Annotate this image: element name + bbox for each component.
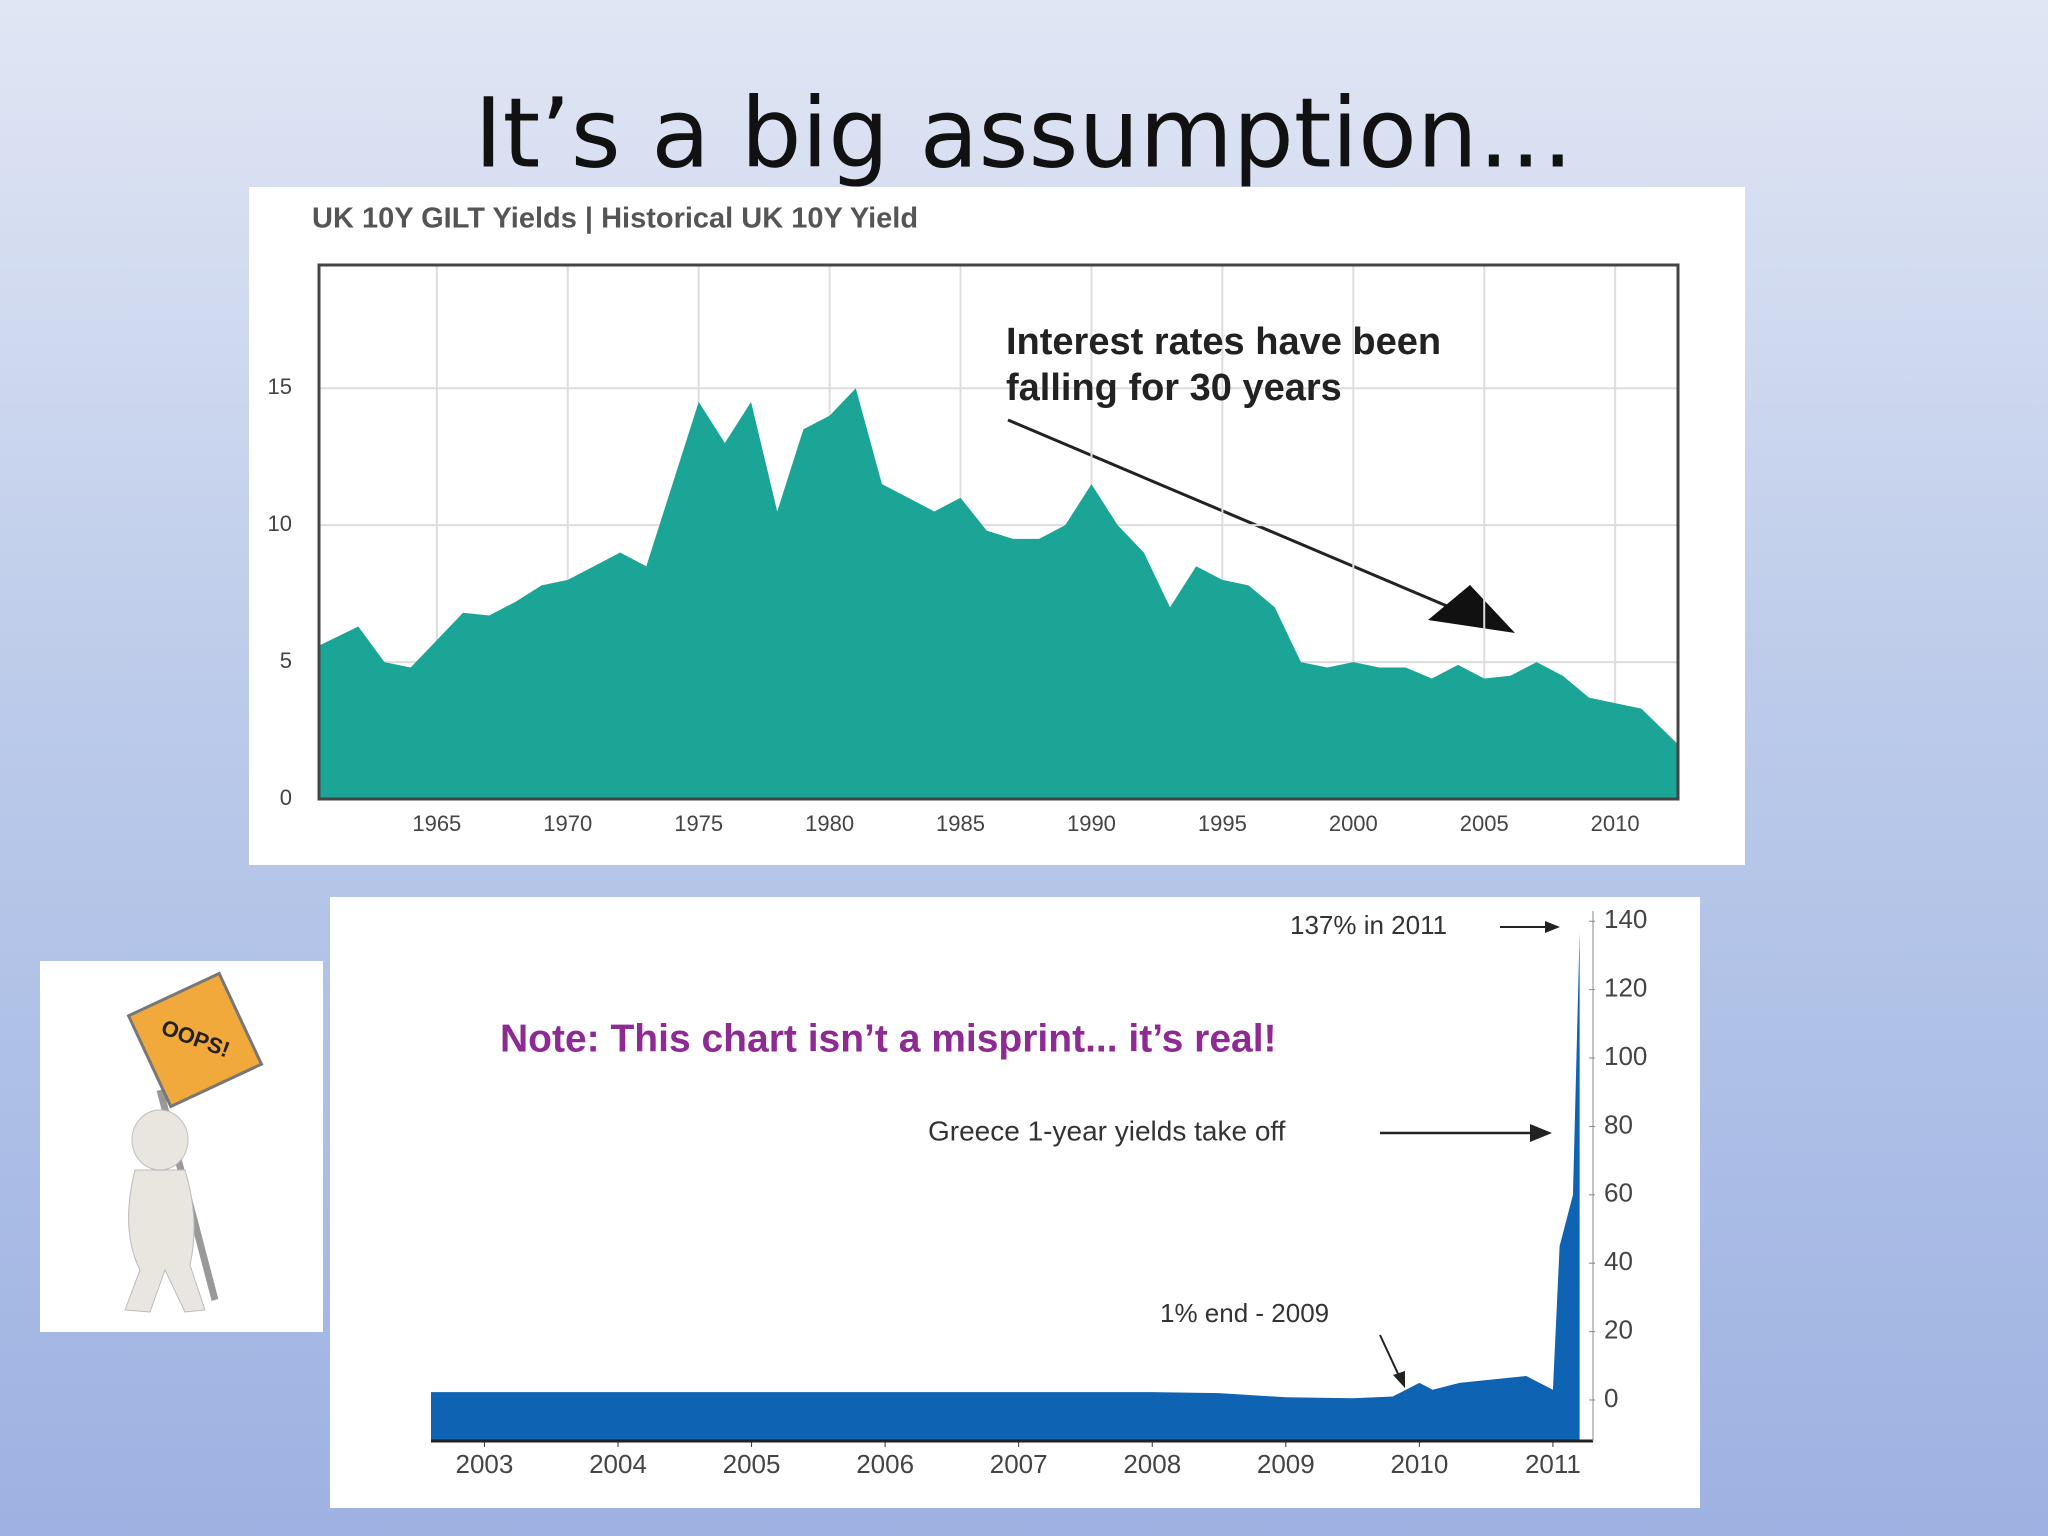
y-tick-label: 15 — [268, 374, 292, 399]
y-tick-label: 10 — [268, 511, 292, 536]
area — [319, 388, 1678, 799]
annotation-arrow — [1007, 418, 1481, 622]
x-tick-label: 1995 — [1198, 811, 1247, 836]
y-tick-label: 40 — [1604, 1246, 1633, 1276]
x-tick-label: 2007 — [990, 1449, 1048, 1479]
x-tick-label: 2005 — [723, 1449, 781, 1479]
x-tick-label: 2009 — [1257, 1449, 1315, 1479]
arrow-head — [1393, 1371, 1405, 1388]
x-tick-label: 2010 — [1591, 811, 1640, 836]
arrow-head — [1545, 921, 1560, 933]
x-tick-label: 2011 — [1525, 1449, 1581, 1479]
annotation: 137% in 2011 — [1290, 910, 1447, 940]
annotation-arrow — [1379, 1334, 1401, 1379]
x-tick-label: 2004 — [589, 1449, 647, 1479]
sign-board — [126, 971, 264, 1109]
x-tick-label: 1965 — [412, 811, 461, 836]
x-tick-label: 2008 — [1123, 1449, 1181, 1479]
figure-head — [131, 1109, 189, 1171]
slide-title: It’s a big assumption… — [474, 77, 1573, 189]
annotation: Note: This chart isn’t a misprint... it’… — [500, 1017, 1277, 1060]
arrow-head — [1530, 1124, 1552, 1142]
annotation: falling for 30 years — [1006, 367, 1342, 409]
x-tick-label: 2003 — [456, 1449, 514, 1479]
y-tick-label: 0 — [1604, 1383, 1618, 1413]
y-tick-label: 20 — [1604, 1314, 1633, 1344]
y-tick-label: 80 — [1604, 1109, 1633, 1139]
annotation: Greece 1-year yields take off — [928, 1115, 1286, 1146]
x-tick-label: 2005 — [1460, 811, 1509, 836]
x-tick-label: 1975 — [674, 811, 723, 836]
y-tick-label: 100 — [1604, 1041, 1647, 1071]
arrow-head — [1428, 585, 1515, 633]
x-tick-label: 2006 — [856, 1449, 914, 1479]
y-tick-label: 120 — [1604, 973, 1647, 1003]
plot-frame — [317, 263, 1680, 801]
chart-title: UK 10Y GILT Yields | Historical UK 10Y Y… — [312, 203, 918, 235]
figure-body — [124, 1169, 206, 1313]
annotation: Interest rates have been — [1006, 321, 1441, 363]
area — [431, 931, 1580, 1441]
x-tick-label: 1970 — [543, 811, 592, 836]
sign: OOPS! — [126, 971, 264, 1109]
x-tick-label: 2000 — [1329, 811, 1378, 836]
x-tick-label: 1985 — [936, 811, 985, 836]
x-tick-label: 1980 — [805, 811, 854, 836]
annotation: 1% end - 2009 — [1160, 1298, 1329, 1328]
oops-image: OOPS! — [40, 961, 323, 1332]
x-tick-label: 1990 — [1067, 811, 1116, 836]
y-tick-label: 60 — [1604, 1178, 1633, 1208]
y-tick-label: 140 — [1604, 904, 1647, 934]
y-tick-label: 0 — [280, 785, 292, 810]
x-tick-label: 2010 — [1390, 1449, 1448, 1479]
y-tick-label: 5 — [280, 648, 292, 673]
